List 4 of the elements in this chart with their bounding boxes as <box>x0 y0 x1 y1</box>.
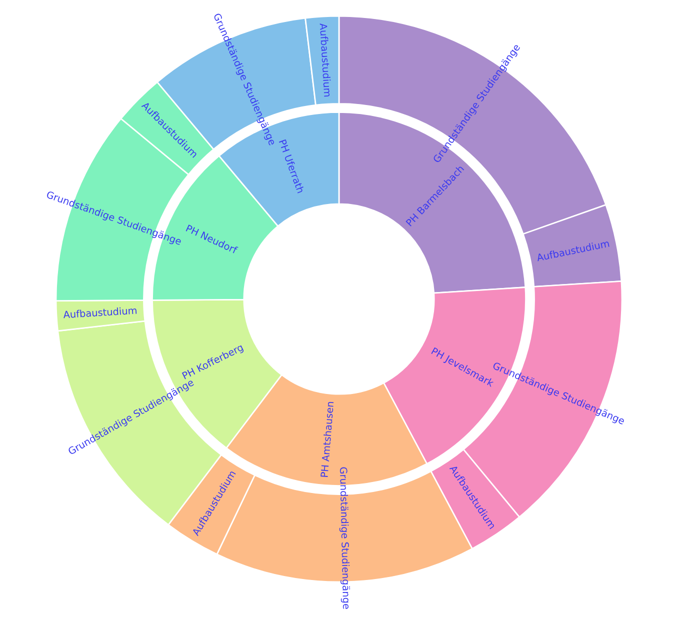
slice-label: Aufbaustudium <box>320 23 332 97</box>
text: PH Amtshausen <box>320 402 334 478</box>
slice-label: Aufbaustudium <box>63 306 137 318</box>
slice-label: Grundständige Studiengänge <box>338 467 351 610</box>
